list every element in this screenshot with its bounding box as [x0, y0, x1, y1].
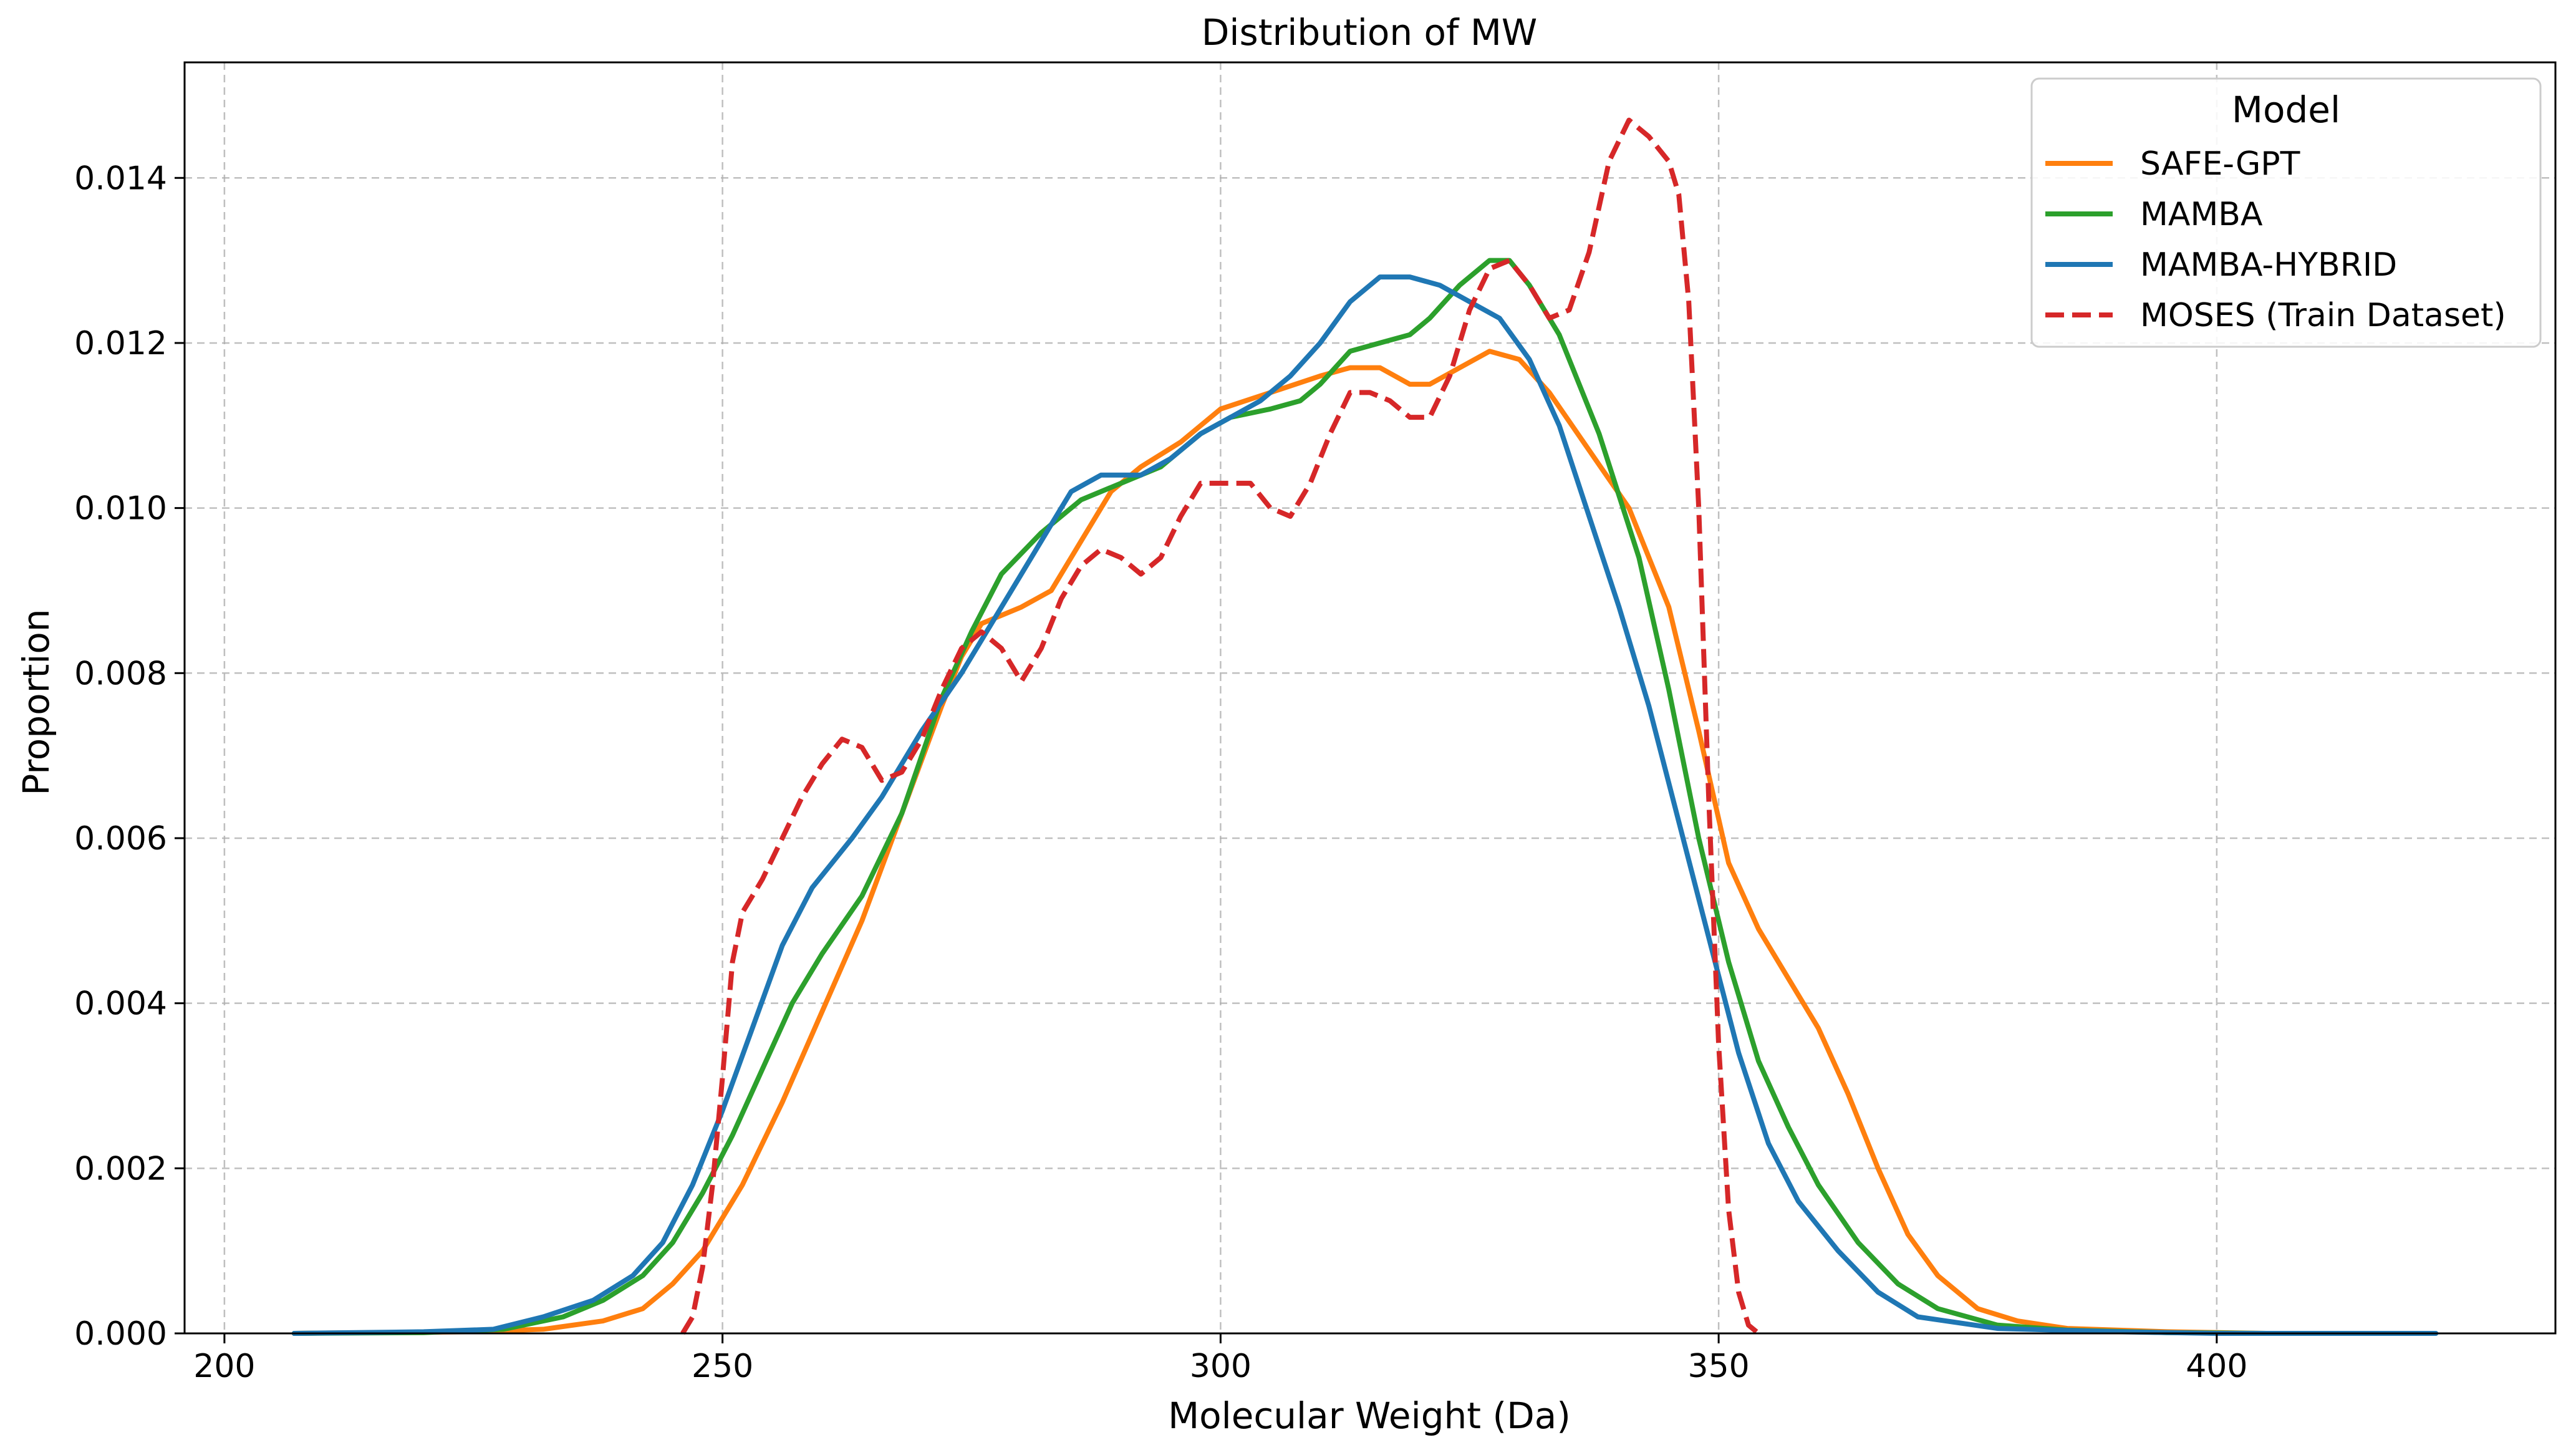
x-tick-label: 250: [692, 1348, 753, 1385]
x-axis-label: Molecular Weight (Da): [1168, 1395, 1571, 1437]
chart-title: Distribution of MW: [1202, 11, 1538, 54]
legend-items: SAFE-GPT MAMBA MAMBA-HYBRID MOSES (Train Da…: [2045, 145, 2506, 334]
series-line-safe-gpt: [291, 349, 2269, 1336]
y-tick-label: 0.014: [74, 160, 167, 197]
plot-frame: [183, 61, 2557, 1335]
legend-title: Model: [2232, 89, 2340, 131]
x-tick-label: 200: [193, 1348, 255, 1385]
y-tick-label: 0.000: [74, 1315, 167, 1353]
legend-label: MAMBA: [2140, 196, 2263, 233]
x-tick-label: 350: [1687, 1348, 1749, 1385]
x-tick-label: 300: [1190, 1348, 1252, 1385]
series-line-mamba: [291, 258, 2269, 1336]
legend: Model SAFE-GPT MAMBA MAMBA-HYBRID MOSES (Tr…: [2030, 77, 2542, 348]
legend-label: MOSES (Train Dataset): [2140, 297, 2506, 334]
y-tick-label: 0.012: [74, 325, 167, 362]
series-layer: [291, 117, 2439, 1336]
legend-label: MAMBA-HYBRID: [2140, 246, 2397, 284]
y-tick-label: 0.004: [74, 985, 167, 1023]
series-line-mamba-hybrid: [291, 274, 2439, 1336]
y-tick-label: 0.002: [74, 1150, 167, 1187]
series-line-moses-train-dataset: [680, 117, 1760, 1336]
y-tick-label: 0.006: [74, 820, 167, 858]
y-tick-label: 0.008: [74, 655, 167, 692]
legend-label: SAFE-GPT: [2140, 145, 2300, 183]
legend-box: [2030, 77, 2542, 348]
x-tick-label: 400: [2186, 1348, 2247, 1385]
y-axis-label: Proportion: [15, 609, 57, 795]
y-tick-label: 0.010: [74, 490, 167, 528]
tick-layer: 200 250 300 350 400 0.000 0.002 0.004 0.006 0.008…: [74, 160, 2247, 1385]
